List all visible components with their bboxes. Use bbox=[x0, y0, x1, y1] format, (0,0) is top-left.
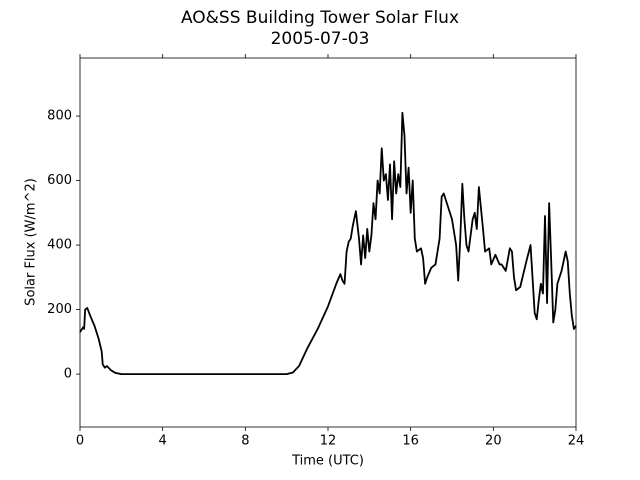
x-tick-label: 8 bbox=[241, 434, 249, 449]
y-tick-label: 0 bbox=[64, 367, 72, 382]
x-tick-label: 4 bbox=[159, 434, 167, 449]
x-axis-label: Time (UTC) bbox=[291, 454, 364, 469]
x-tick-label: 0 bbox=[76, 434, 84, 449]
y-tick-label: 600 bbox=[47, 173, 72, 188]
y-tick-label: 400 bbox=[47, 238, 72, 253]
x-tick-label: 20 bbox=[485, 434, 502, 449]
x-tick-label: 24 bbox=[568, 434, 585, 449]
x-tick-label: 16 bbox=[402, 434, 419, 449]
plot-frame bbox=[79, 57, 577, 428]
chart-title: AO&SS Building Tower Solar Flux bbox=[181, 8, 459, 28]
chart-subtitle: 2005-07-03 bbox=[271, 29, 370, 49]
y-tick-label: 200 bbox=[47, 302, 72, 317]
data-line bbox=[79, 111, 577, 376]
x-tick-label: 12 bbox=[320, 434, 337, 449]
y-tick-label: 800 bbox=[47, 109, 72, 124]
y-axis-label: Solar Flux (W/m^2) bbox=[24, 178, 39, 306]
